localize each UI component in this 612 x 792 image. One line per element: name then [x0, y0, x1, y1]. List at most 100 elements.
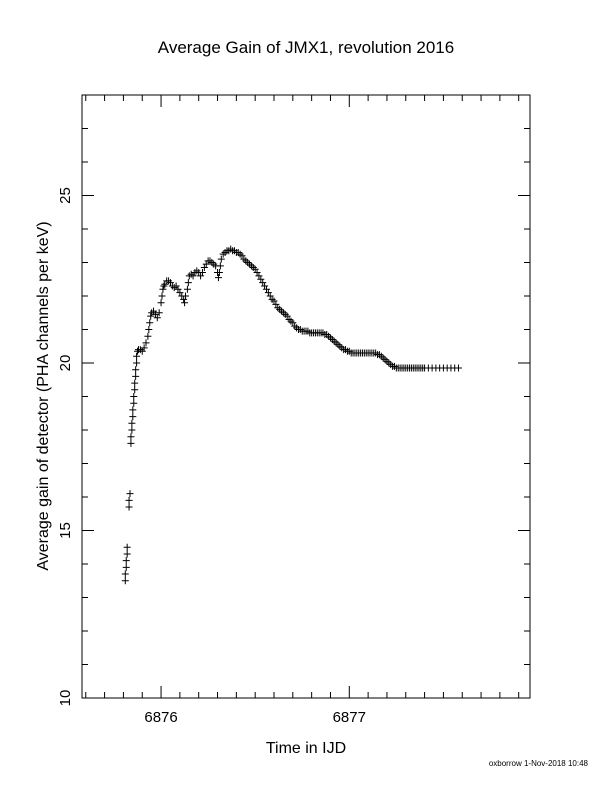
data-point [125, 503, 133, 511]
data-point [174, 285, 182, 293]
data-point [208, 259, 216, 266]
data-point [189, 272, 197, 280]
data-point [326, 334, 334, 342]
data-point [372, 349, 380, 357]
plot-frame [81, 94, 531, 699]
data-point [230, 247, 238, 255]
data-point [289, 319, 297, 327]
data-point [126, 490, 134, 498]
data-point [323, 331, 331, 339]
data-point [264, 289, 272, 297]
data-point [330, 337, 338, 345]
data-point [131, 379, 139, 387]
y-tick-label: 10 [57, 690, 74, 707]
data-point [130, 399, 138, 407]
data-point [219, 250, 227, 258]
data-point [123, 550, 131, 558]
data-point [304, 327, 312, 335]
data-point [262, 285, 270, 293]
data-point [238, 252, 246, 260]
data-point [319, 329, 327, 337]
data-point [276, 305, 284, 313]
data-point [266, 292, 274, 300]
x-tick-label: 6876 [144, 709, 177, 726]
data-point [287, 317, 295, 325]
data-point [270, 297, 278, 305]
data-point [142, 339, 150, 347]
data-point [255, 272, 263, 280]
data-point [121, 570, 129, 578]
data-point [146, 319, 154, 327]
data-point [377, 352, 385, 360]
data-point [390, 362, 398, 370]
data-point [387, 361, 395, 369]
data-point [166, 279, 174, 287]
data-point [176, 289, 184, 297]
data-point [210, 260, 218, 268]
data-point [253, 269, 261, 277]
data-point [257, 275, 265, 283]
data-point [216, 262, 224, 270]
data-point [221, 248, 229, 256]
data-point [187, 270, 195, 278]
data-point [259, 279, 267, 287]
data-point [383, 357, 391, 365]
data-point [268, 295, 276, 303]
data-point [246, 260, 254, 268]
data-point [198, 269, 206, 277]
data-point [129, 406, 137, 414]
data-point [127, 439, 135, 447]
data-point [129, 413, 137, 421]
data-point [180, 295, 188, 303]
data-point [279, 309, 287, 317]
chart-title: Average Gain of JMX1, revolution 2016 [158, 38, 454, 57]
data-point [206, 257, 214, 265]
data-point [283, 312, 291, 320]
data-point [285, 315, 293, 323]
data-point [234, 248, 242, 256]
data-point [334, 341, 342, 349]
data-point [127, 433, 135, 441]
data-point [328, 336, 336, 344]
data-point [278, 307, 286, 315]
data-point [385, 359, 393, 367]
data-point [157, 299, 165, 307]
data-point [128, 426, 136, 434]
data-point [159, 285, 167, 293]
data-point [153, 314, 161, 322]
data-point [345, 347, 353, 355]
data-point [172, 282, 180, 290]
data-point [133, 352, 141, 360]
data-point [293, 324, 301, 332]
axis-ticks [82, 94, 530, 699]
data-point [132, 372, 140, 380]
data-point [138, 347, 146, 355]
data-point [217, 255, 225, 263]
data-point [247, 262, 255, 270]
x-tick-label: 6877 [333, 709, 366, 726]
data-point [240, 255, 248, 263]
data-point [133, 359, 141, 367]
data-point [147, 312, 155, 320]
y-tick-label: 25 [57, 187, 74, 204]
data-point [236, 250, 244, 258]
data-point [379, 354, 387, 362]
data-point [128, 419, 136, 427]
data-point [325, 332, 333, 340]
data-point [158, 292, 166, 300]
data-point [155, 309, 163, 317]
data-point [375, 351, 383, 359]
data-point [193, 267, 201, 275]
data-point [145, 326, 153, 333]
data-point [197, 272, 205, 280]
data-point [181, 299, 189, 307]
data-point [123, 543, 131, 551]
data-point [251, 265, 259, 273]
data-point [214, 274, 222, 282]
data-point [272, 300, 280, 308]
data-point [132, 366, 140, 374]
data-point [296, 326, 304, 333]
data-point [332, 339, 340, 347]
data-points [121, 245, 462, 585]
